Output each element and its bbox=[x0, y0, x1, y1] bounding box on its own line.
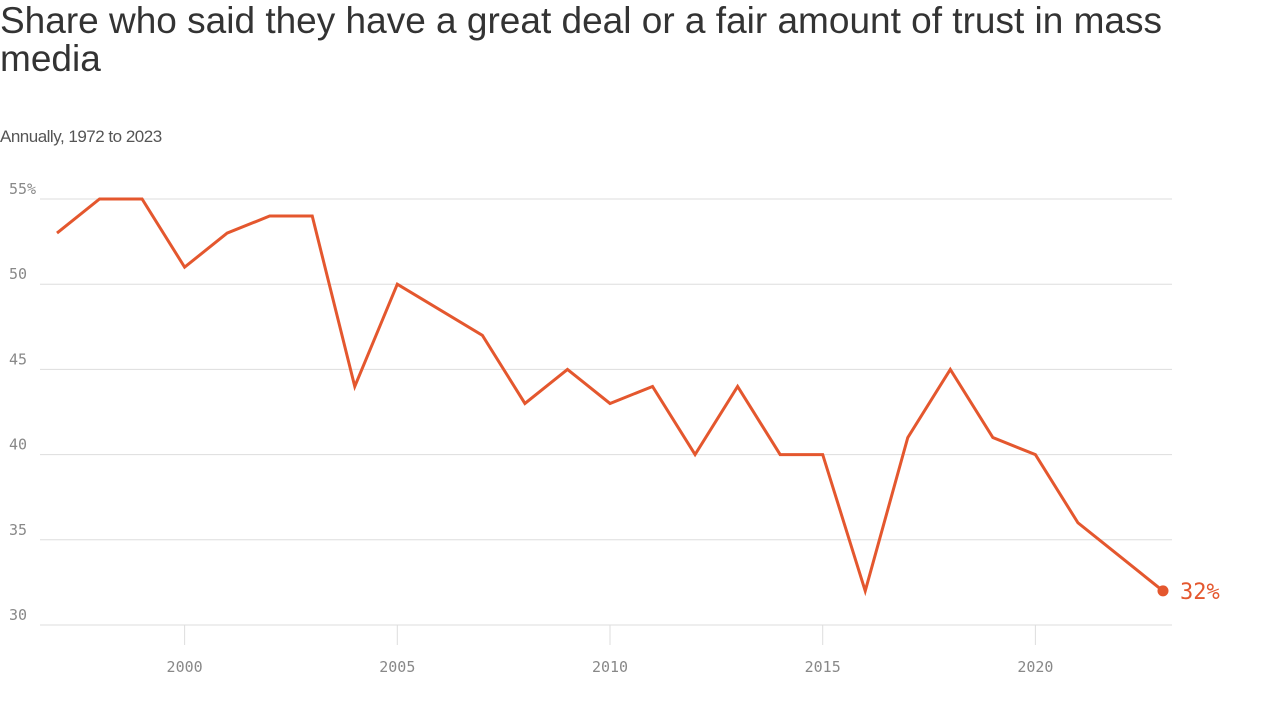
series-line bbox=[56, 197, 1164, 597]
y-tick-label: 40 bbox=[9, 436, 27, 454]
x-tick-label: 2015 bbox=[805, 658, 841, 676]
x-tick-label: 2000 bbox=[167, 658, 203, 676]
y-tick-label: 50 bbox=[9, 265, 27, 283]
y-tick-label: 30 bbox=[9, 606, 27, 624]
end-value-label: 32% bbox=[1180, 580, 1220, 605]
y-tick-label: 55% bbox=[9, 180, 36, 198]
x-tick-label: 2010 bbox=[592, 658, 628, 676]
x-tick-label: 2005 bbox=[379, 658, 415, 676]
y-tick-label: 35 bbox=[9, 521, 27, 539]
y-tick-label: 45 bbox=[9, 350, 27, 368]
end-point-marker bbox=[1157, 585, 1169, 597]
chart-title: Share who said they have a great deal or… bbox=[0, 0, 1163, 79]
chart-subtitle: Annually, 1972 to 2023 bbox=[0, 127, 162, 146]
x-tick-label: 2020 bbox=[1017, 658, 1053, 676]
